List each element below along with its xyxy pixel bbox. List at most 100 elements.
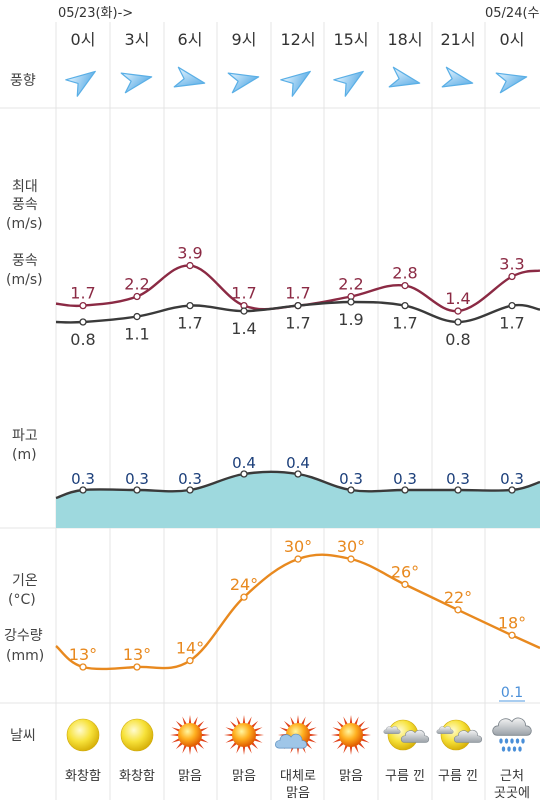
wave-value-label: 0.3 — [393, 470, 417, 488]
temperature-value-label: 26° — [391, 562, 419, 581]
rain-drop — [504, 738, 509, 744]
max-wind-point — [508, 272, 516, 281]
cloud-rain-icon — [492, 717, 532, 752]
label-precip-unit: (mm) — [6, 648, 44, 664]
cloud-shape — [453, 729, 483, 743]
cloud-shape — [400, 729, 430, 743]
sun-ray — [250, 720, 259, 729]
sun-ray — [236, 744, 241, 754]
label-temp: 기온 — [12, 573, 38, 589]
sun-ray — [361, 733, 371, 737]
wave-point — [401, 486, 409, 494]
sun-ray — [236, 716, 241, 726]
label-temp-unit: (°C) — [8, 592, 36, 608]
temperature-chart: 13° 13° 14° 24° 30° 30° 26° 22° 18° — [55, 537, 540, 671]
sun-ray — [349, 715, 353, 725]
cloud-body — [492, 717, 532, 736]
sun-disc — [339, 723, 363, 747]
sun-ray — [349, 745, 353, 755]
max-wind-value-label: 1.7 — [70, 284, 95, 303]
wave-value-label: 0.3 — [500, 470, 524, 488]
wave-value-label: 0.3 — [178, 470, 202, 488]
wind-point — [240, 307, 248, 315]
label-max-wind-1: 최대 — [12, 179, 38, 195]
max-wind-value-label: 1.4 — [445, 289, 470, 308]
wave-value-label: 0.3 — [71, 470, 95, 488]
rain-drop — [521, 738, 525, 744]
max-wind-value-label: 1.7 — [285, 284, 310, 303]
sun-ray — [171, 738, 181, 743]
wind-point — [79, 318, 87, 326]
sun-ray — [199, 738, 209, 743]
cloud-shape — [383, 726, 401, 734]
temperature-point — [133, 663, 141, 671]
wind-chart: 1.7 2.2 3.9 1.7 1.7 2.2 2.8 1.4 3.3 0.8 1.1 1.7 1.4 1… — [55, 244, 540, 349]
label-wind-unit: (m/s) — [6, 272, 43, 288]
wave-value-label: 0.4 — [232, 454, 256, 472]
rain-drop — [515, 738, 520, 744]
arrow-shape — [280, 70, 311, 97]
wave-point — [240, 470, 248, 478]
sun-ray — [242, 715, 246, 725]
sun-ray — [357, 741, 366, 750]
wind-point — [133, 312, 141, 321]
cloud-body — [436, 726, 454, 734]
sun-ray — [193, 744, 198, 754]
sun-ray — [224, 733, 234, 737]
cloud-body — [275, 733, 307, 749]
temperature-value-label: 30° — [284, 537, 312, 556]
sun-ray — [307, 727, 317, 732]
wave-value-label: 0.3 — [339, 470, 363, 488]
arrow-shape — [333, 70, 364, 97]
max-wind-value-label: 3.3 — [499, 255, 524, 274]
sun-ray — [188, 745, 192, 755]
temperature-value-label: 24° — [230, 575, 258, 594]
hour-label: 0시 — [500, 30, 525, 49]
wind-value-label: 1.7 — [499, 314, 524, 333]
wave-value-label: 0.3 — [125, 470, 149, 488]
sun-ray — [196, 720, 205, 729]
sun-ray — [253, 738, 263, 743]
arrow-shape — [120, 72, 153, 94]
wave-point — [508, 486, 516, 494]
precipitation-value-label: 0.1 — [501, 685, 523, 701]
sun-ray — [200, 733, 210, 737]
max-wind-value-label: 2.8 — [392, 264, 417, 283]
hour-label: 0시 — [71, 30, 96, 49]
sun-ray — [279, 727, 289, 732]
sun-ray — [336, 741, 345, 750]
sun-ray — [170, 733, 180, 737]
hour-label: 6시 — [178, 30, 203, 49]
sun-ray — [225, 727, 235, 732]
sun-ray — [304, 720, 313, 729]
arrow-up-right-icon — [65, 70, 96, 97]
weather-label: 구름 낀 — [385, 769, 425, 784]
wave-point — [454, 486, 462, 494]
sun-ray — [354, 716, 359, 726]
rain-drop — [518, 746, 522, 752]
label-wind-dir: 풍향 — [10, 73, 36, 89]
arrow-right-icon — [120, 72, 153, 94]
sun-ray — [188, 715, 192, 725]
weather-label: 맑음 — [286, 786, 310, 800]
max-wind-value-label: 1.7 — [231, 284, 256, 303]
sun-ray — [357, 720, 366, 729]
temperature-point — [508, 631, 516, 639]
weather-label: 구름 낀 — [438, 769, 478, 784]
weather-label: 근처 — [500, 769, 524, 784]
arrow-shape — [441, 66, 474, 88]
temperature-point — [401, 580, 409, 589]
weather-label: 맑음 — [232, 769, 256, 784]
arrow-right-icon — [227, 72, 260, 94]
sun-ray — [354, 744, 359, 754]
rain-drop — [501, 746, 506, 752]
wind-point — [347, 298, 355, 306]
cloud-shape — [275, 733, 307, 749]
rain-drop — [499, 738, 503, 744]
weather-label: 곳곳에 — [494, 786, 530, 800]
sun-ray — [343, 744, 348, 754]
temperature-point — [454, 606, 462, 614]
temperature-point — [347, 555, 355, 563]
